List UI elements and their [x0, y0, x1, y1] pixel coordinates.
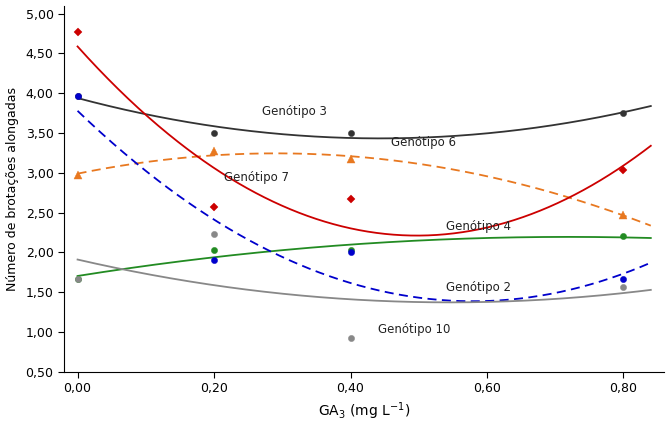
- Text: Genótipo 2: Genótipo 2: [446, 281, 511, 294]
- Text: Genótipo 10: Genótipo 10: [378, 323, 450, 336]
- Text: Genótipo 4: Genótipo 4: [446, 220, 511, 233]
- Text: Genótipo 7: Genótipo 7: [224, 171, 289, 184]
- Text: Genótipo 6: Genótipo 6: [391, 136, 456, 149]
- Text: Genótipo 3: Genótipo 3: [262, 105, 327, 118]
- Y-axis label: Número de brotações alongadas: Número de brotações alongadas: [5, 87, 19, 291]
- X-axis label: GA$_3$ (mg L$^{-1}$): GA$_3$ (mg L$^{-1}$): [318, 401, 410, 422]
